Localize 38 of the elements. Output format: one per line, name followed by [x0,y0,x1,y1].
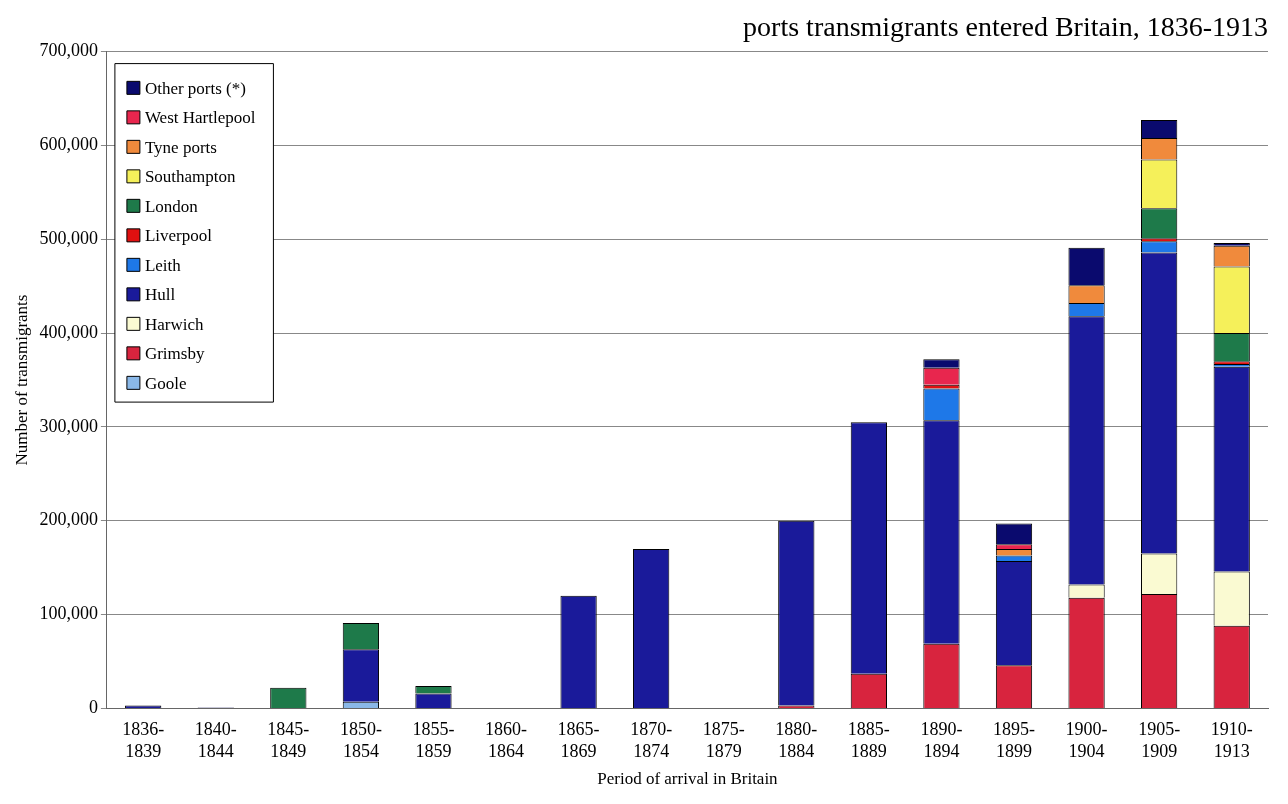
legend-label: Liverpool [144,226,213,246]
y-axis-title: Number of transmigrants [11,294,31,466]
legend-label: Leith [144,255,182,275]
y-tick-label: 300,000 [39,415,98,436]
x-tick-label: 1850-1854 [339,718,382,761]
x-tick-label: 1885-1889 [847,718,890,761]
x-axis-title: Period of arrival in Britain [597,769,779,789]
x-tick-label: 1865-1869 [557,718,600,761]
x-tick-label: 1890-1894 [920,718,963,761]
x-tick-label: 1836-1839 [122,718,165,761]
y-tick-label: 100,000 [39,603,98,624]
x-tick-label: 1855-1859 [412,718,455,761]
x-tick-label: 1910-1913 [1210,718,1253,761]
x-tick-label: 1845-1849 [267,718,310,761]
legend-label: Grimsby [144,344,205,364]
x-tick-label: 1880-1884 [775,718,818,761]
y-tick-label: 400,000 [39,321,98,342]
x-tick-label: 1870-1874 [630,718,673,761]
legend-label: London [144,196,199,216]
legend-label: Harwich [144,314,204,334]
y-tick-label: 600,000 [39,134,98,155]
legend-label: Goole [144,373,187,393]
legend-label: West Hartlepool [144,108,256,128]
y-tick-label: 700,000 [39,40,98,61]
y-tick-label: 500,000 [39,227,98,248]
x-tick-label: 1905-1909 [1138,718,1181,761]
x-tick-label: 1875-1879 [702,718,745,761]
chart-title: ports transmigrants entered Britain, 1836-1913 [743,11,1268,43]
x-tick-label: 1900-1904 [1065,718,1108,761]
legend-label: Hull [144,285,176,305]
y-tick-label: 0 [88,697,98,718]
legend-label: Southampton [144,167,237,187]
legend-label: Tyne ports [144,137,217,157]
x-tick-label: 1895-1899 [993,718,1036,761]
y-tick-label: 200,000 [39,509,98,530]
x-tick-label: 1860-1864 [485,718,528,761]
x-tick-label: 1840-1844 [194,718,237,761]
legend-label: Other ports (*) [144,78,246,98]
